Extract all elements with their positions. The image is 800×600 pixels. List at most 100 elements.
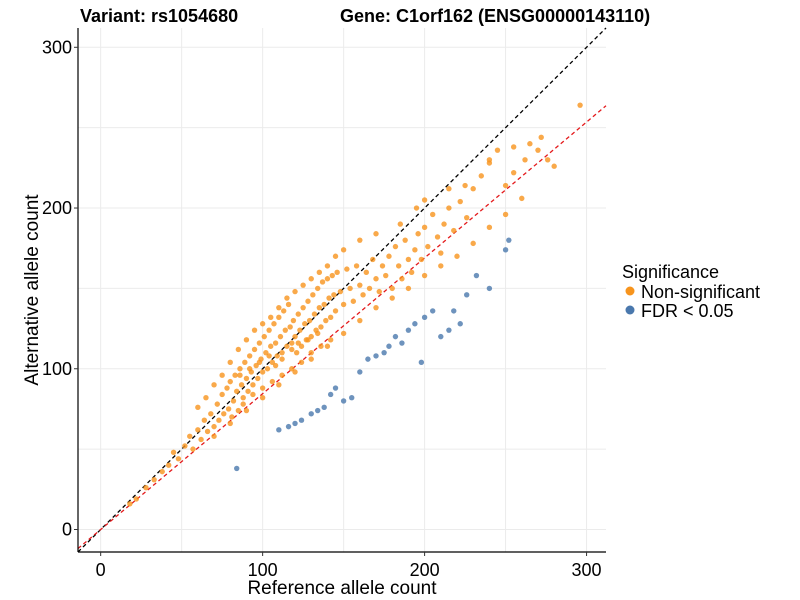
point-non-significant <box>266 327 272 333</box>
point-non-significant <box>235 346 242 353</box>
point-non-significant <box>405 256 412 263</box>
point-non-significant <box>527 141 533 147</box>
point-non-significant <box>418 256 425 263</box>
point-non-significant <box>276 314 282 321</box>
point-non-significant <box>451 227 457 234</box>
x-tick-label: 200 <box>410 560 440 580</box>
point-non-significant <box>274 353 280 359</box>
point-non-significant <box>300 282 306 288</box>
point-non-significant <box>305 337 311 343</box>
point-non-significant <box>421 224 428 231</box>
point-non-significant <box>302 321 308 327</box>
point-non-significant <box>412 247 418 253</box>
y-axis-label: Alternative allele count <box>22 194 43 386</box>
point-non-significant <box>227 420 233 427</box>
point-non-significant <box>269 378 276 385</box>
point-non-significant <box>308 349 314 356</box>
point-fdr-significant <box>486 285 493 292</box>
point-non-significant <box>271 321 277 327</box>
point-non-significant <box>319 279 326 285</box>
point-fdr-significant <box>502 247 509 253</box>
point-non-significant <box>234 388 240 394</box>
point-non-significant <box>282 327 289 333</box>
point-fdr-significant <box>451 308 457 314</box>
point-non-significant <box>464 214 470 221</box>
point-fdr-significant <box>298 417 305 423</box>
point-non-significant <box>373 276 379 282</box>
point-non-significant <box>446 205 452 211</box>
point-non-significant <box>279 349 285 356</box>
point-non-significant <box>243 337 250 343</box>
point-non-significant <box>321 301 327 308</box>
point-non-significant <box>316 269 323 276</box>
point-non-significant <box>280 308 287 314</box>
point-non-significant <box>175 456 182 462</box>
point-non-significant <box>522 157 528 163</box>
point-non-significant <box>143 485 149 491</box>
point-non-significant <box>292 288 298 295</box>
point-non-significant <box>232 372 238 378</box>
y-tick-label: 0 <box>62 519 72 539</box>
grid-lines <box>78 28 606 552</box>
point-non-significant <box>510 169 517 176</box>
point-fdr-significant <box>234 465 240 472</box>
point-non-significant <box>438 263 444 269</box>
point-non-significant <box>251 346 258 353</box>
legend-title: Significance <box>622 262 719 282</box>
point-non-significant <box>340 330 347 337</box>
legend-label-fdr: FDR < 0.05 <box>641 301 734 321</box>
point-non-significant <box>240 394 246 401</box>
point-non-significant <box>219 372 225 378</box>
point-non-significant <box>519 195 525 202</box>
point-non-significant <box>544 157 551 163</box>
point-non-significant <box>326 295 332 301</box>
point-fdr-significant <box>365 356 371 362</box>
point-non-significant <box>373 304 379 311</box>
chart-title-gene: Gene: C1orf162 (ENSG00000143110) <box>340 6 650 26</box>
point-non-significant <box>276 382 282 388</box>
point-non-significant <box>324 263 331 269</box>
point-non-significant <box>187 433 193 439</box>
point-non-significant <box>251 327 258 333</box>
point-fdr-significant <box>315 407 321 414</box>
point-non-significant <box>227 378 233 385</box>
point-fdr-significant <box>308 411 314 417</box>
point-fdr-significant <box>429 308 436 314</box>
point-non-significant <box>425 243 431 250</box>
point-non-significant <box>285 301 292 308</box>
point-non-significant <box>340 301 347 308</box>
point-fdr-significant <box>276 427 282 433</box>
point-non-significant <box>357 282 363 288</box>
point-fdr-significant <box>506 237 512 243</box>
point-non-significant <box>211 433 217 439</box>
x-tick-label: 300 <box>572 560 602 580</box>
point-non-significant <box>289 346 295 353</box>
point-non-significant <box>289 366 295 372</box>
point-non-significant <box>224 385 230 391</box>
point-non-significant <box>279 372 285 378</box>
point-non-significant <box>315 330 321 337</box>
point-non-significant <box>305 298 311 304</box>
chart-title-variant: Variant: rs1054680 <box>80 6 238 26</box>
point-non-significant <box>272 340 279 346</box>
point-non-significant <box>402 237 408 243</box>
point-non-significant <box>331 292 337 298</box>
point-fdr-significant <box>473 272 480 279</box>
point-non-significant <box>405 285 412 292</box>
x-tick-label: 0 <box>96 560 106 580</box>
point-non-significant <box>397 221 404 227</box>
point-non-significant <box>227 359 233 366</box>
point-non-significant <box>429 211 436 218</box>
point-fdr-significant <box>373 353 379 359</box>
point-non-significant <box>235 407 242 414</box>
point-non-significant <box>256 340 263 346</box>
point-non-significant <box>211 382 217 388</box>
point-non-significant <box>413 205 420 211</box>
point-non-significant <box>332 308 339 314</box>
point-fdr-significant <box>285 423 292 430</box>
point-non-significant <box>327 314 334 321</box>
point-non-significant <box>284 295 290 301</box>
point-non-significant <box>261 333 267 340</box>
y-tick-label: 300 <box>42 37 72 57</box>
